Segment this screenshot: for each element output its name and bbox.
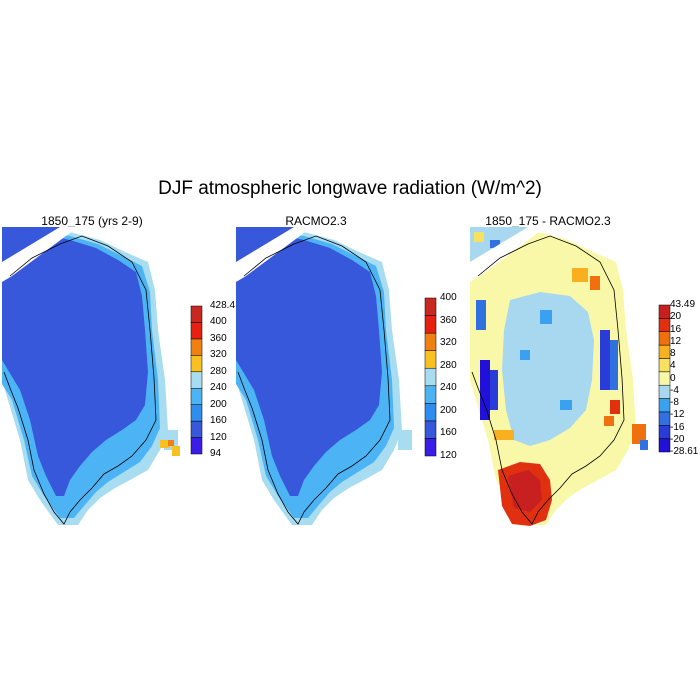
colorbar-swatch <box>190 338 203 356</box>
colorbar-tick-label: 200 <box>210 398 227 410</box>
colorbar-tick-label: 8 <box>670 348 676 359</box>
colorbar-tick-label: 43.49 <box>670 299 696 310</box>
colorbar-swatch <box>190 420 203 438</box>
colorbar-tick-label: -16 <box>670 421 685 433</box>
colorbar-tick-label: 16 <box>670 323 682 335</box>
colorbar-model <box>190 305 203 455</box>
colorbar-swatch <box>658 438 671 453</box>
colorbar-swatch <box>658 304 671 319</box>
colorbar-tick-label: 20 <box>670 311 682 323</box>
colorbar-tick-label: 400 <box>210 316 227 328</box>
colorbar-tick-label: 360 <box>440 314 457 326</box>
colorbar-tick-label: 240 <box>210 382 227 394</box>
colorbar-swatch <box>658 318 671 332</box>
coastline <box>471 235 625 525</box>
panel-title-difference: 1850_175 - RACMO2.3 <box>485 214 611 228</box>
colorbar-swatch <box>190 437 203 455</box>
colorbar-tick-label: 320 <box>210 349 227 361</box>
colorbar-tick-label: 400 <box>440 292 457 303</box>
colorbar-tick-label: -4 <box>670 384 679 396</box>
colorbar-tick-label: 280 <box>440 359 457 371</box>
colorbar-difference <box>658 304 671 453</box>
coastline <box>237 235 391 525</box>
colorbar-tick-label: 240 <box>440 382 457 394</box>
colorbar-swatch <box>190 322 203 340</box>
colorbar-swatch <box>424 420 437 439</box>
colorbar-tick-label: 160 <box>440 427 457 439</box>
panel-title-model: 1850_175 (yrs 2-9) <box>41 214 143 228</box>
panel-title-racmo: RACMO2.3 <box>285 214 347 228</box>
colorbar-swatch <box>424 297 437 316</box>
colorbar-swatch <box>658 358 671 373</box>
colorbar-tick-label: 120 <box>440 450 457 461</box>
colorbar-tick-label: 160 <box>210 415 227 427</box>
colorbar-swatch <box>190 371 203 389</box>
colorbar-tick-label: -12 <box>670 409 685 421</box>
colorbar-swatch <box>190 355 203 373</box>
map-panel-racmo <box>236 227 412 525</box>
colorbar-swatch <box>658 425 671 439</box>
open-water-gap <box>2 227 78 282</box>
colorbar-swatch <box>658 384 671 399</box>
colorbar-swatch <box>658 331 671 346</box>
colorbar-swatch <box>658 411 671 426</box>
colorbar-swatch <box>658 398 671 413</box>
map-panel-model <box>2 227 180 525</box>
iceland-patch <box>632 424 648 450</box>
colorbar-tick-label: 4 <box>670 360 676 372</box>
colorbar-tick-label: 360 <box>210 332 227 344</box>
colorbar-tick-label: 12 <box>670 335 682 347</box>
colorbar-swatch <box>424 367 437 387</box>
colorbar-tick-label: 320 <box>440 337 457 349</box>
colorbar-tick-label: 200 <box>440 404 457 416</box>
colorbar-tick-label: 0 <box>670 372 676 384</box>
open-water-gap <box>236 227 312 282</box>
colorbar-tick-label: -20 <box>670 433 685 445</box>
colorbar-tick-label: 120 <box>210 431 227 443</box>
colorbar-tick-label: 280 <box>210 365 227 377</box>
colorbar-swatch <box>424 438 437 457</box>
colorbar-swatch <box>658 371 671 386</box>
diff-patches <box>476 268 620 440</box>
colorbar-tick-label: 428.4 <box>210 300 236 311</box>
colorbar-swatch <box>190 404 203 422</box>
coastline <box>3 235 157 525</box>
colorbar-swatch <box>424 350 437 369</box>
colorbar-swatch <box>424 315 437 334</box>
map-panel-difference <box>470 227 648 526</box>
colorbar-tick-label: 94 <box>210 448 222 459</box>
iceland-patch <box>160 430 180 456</box>
colorbar-swatch <box>190 305 203 323</box>
colorbar-swatch <box>424 385 437 404</box>
colorbar-racmo <box>424 297 437 457</box>
colorbar-swatch <box>190 387 203 405</box>
iceland-patch <box>398 430 412 450</box>
colorbar-tick-label: -28.61 <box>670 446 699 457</box>
colorbar-tick-label: -8 <box>670 397 679 408</box>
colorbar-swatch <box>658 344 671 359</box>
colorbar-swatch <box>424 332 437 351</box>
colorbar-swatch <box>424 403 437 422</box>
figure-title: DJF atmospheric longwave radiation (W/m^… <box>158 178 542 199</box>
diff-south-positive <box>498 462 552 526</box>
open-water-gap <box>470 227 546 282</box>
